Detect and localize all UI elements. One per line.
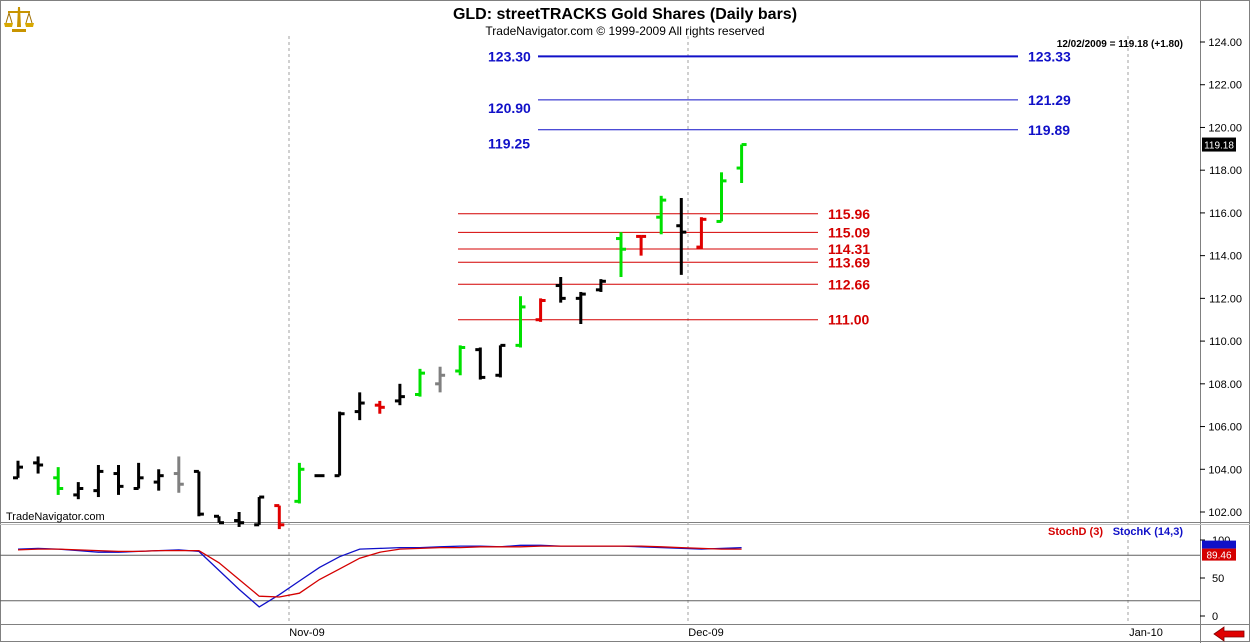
ohlc-bar (515, 296, 526, 348)
ohlc-bar (415, 368, 425, 397)
last-price-tag-label: 119.18 (1204, 141, 1234, 152)
ohlc-bar (535, 298, 546, 322)
ohlc-bar (656, 195, 667, 235)
scroll-left-arrow-icon[interactable] (1212, 626, 1246, 642)
ohlc-bar (716, 172, 727, 223)
price-tick-label: 106.00 (1208, 422, 1242, 434)
price-tick-label: 102.00 (1208, 507, 1242, 519)
last-price-tag (1202, 137, 1236, 152)
ohlc-bar (254, 495, 265, 527)
ohlc-bar (696, 217, 707, 250)
price-tick-label: 122.00 (1208, 80, 1242, 92)
price-level-label: 113.69 (828, 254, 870, 270)
price-tick-label: 124.00 (1208, 37, 1242, 49)
ohlc-bar (555, 277, 566, 303)
ohlc-bar (435, 366, 446, 393)
stoch-tick-label: 50 (1212, 573, 1224, 585)
ohlc-bar (193, 469, 204, 517)
x-tick-label: Dec-09 (688, 627, 723, 639)
price-level-label: 112.66 (828, 276, 870, 292)
x-tick-label: Jan-10 (1129, 627, 1163, 639)
ohlc-bar (13, 460, 23, 480)
price-tick-label: 112.00 (1209, 293, 1242, 305)
ohlc-bar (354, 392, 365, 421)
stoch-k-tag (1202, 540, 1236, 549)
ohlc-bar (575, 291, 586, 324)
ohlc-bar (676, 197, 687, 275)
price-level-label: 121.29 (1028, 92, 1071, 108)
stoch-d-tag (1202, 548, 1236, 561)
ohlc-bar (214, 514, 224, 525)
stoch-tick-label: 0 (1212, 611, 1218, 623)
price-tick-label: 120.00 (1208, 122, 1242, 134)
ohlc-bar (73, 482, 84, 500)
ohlc-bar (616, 232, 626, 277)
ohlc-bar (294, 462, 305, 504)
price-level-label: 115.09 (828, 224, 870, 240)
stoch-last-value: 89.46 (1206, 551, 1231, 562)
price-level-label: 120.90 (488, 100, 531, 116)
price-level-label: 115.96 (828, 206, 870, 222)
price-tick-label: 110.00 (1209, 336, 1242, 348)
stoch-d-legend: StochD (3) (1048, 526, 1103, 538)
ohlc-bar (53, 467, 64, 495)
ohlc-bar (636, 234, 647, 256)
stoch-d-line (17, 545, 742, 598)
price-tick-label: 108.00 (1208, 379, 1242, 391)
ohlc-bar (93, 465, 104, 498)
ohlc-bar (495, 343, 506, 378)
price-level-label: 111.00 (828, 312, 869, 328)
chart-title: GLD: streetTRACKS Gold Shares (Daily bar… (453, 6, 797, 23)
ohlc-bar (234, 512, 245, 527)
price-level-label: 123.30 (488, 48, 531, 64)
ohlc-bar (334, 411, 345, 478)
ohlc-bar (455, 345, 466, 376)
ohlc-bar (374, 400, 385, 414)
ohlc-bar (736, 143, 747, 183)
price-tick-label: 104.00 (1208, 464, 1242, 476)
ohlc-bar (475, 347, 486, 380)
axis-layer: Nov-09 Dec-09 Jan-10 124.00 122.00 120.00 118.… (289, 37, 1242, 639)
stochastic-panel (0, 544, 1200, 608)
ohlc-bar (153, 469, 164, 491)
ohlc-bar (394, 383, 405, 406)
price-level-label: 114.31 (828, 241, 870, 257)
grid-layer (288, 36, 1129, 624)
last-value-stamp: 12/02/2009 = 119.18 (+1.80) (1057, 39, 1183, 50)
x-tick-label: Nov-09 (289, 627, 324, 639)
stoch-k-legend: StochK (14,3) (1113, 526, 1184, 538)
ohlc-bar (595, 279, 606, 292)
price-tick-label: 118.00 (1209, 165, 1242, 177)
ohlc-bar (113, 465, 124, 495)
scales-logo-icon (4, 7, 34, 32)
price-tick-label: 116.00 (1209, 208, 1242, 220)
price-tick-label: 114.00 (1209, 251, 1242, 263)
ohlc-bar (173, 456, 184, 493)
ohlc-bar (133, 462, 144, 490)
price-bars (13, 143, 747, 530)
watermark-text: TradeNavigator.com (6, 511, 105, 523)
price-level-label: 119.89 (1028, 122, 1070, 138)
price-level-label: 123.33 (1028, 48, 1071, 64)
ohlc-bar (274, 504, 285, 530)
level-layer: 123.30 123.33 120.90 121.29 119.89 119.25 115.… (458, 48, 1071, 328)
copyright-text: TradeNavigator.com © 1999-2009 All right… (485, 24, 764, 38)
stoch-k-line (17, 544, 742, 608)
ohlc-bar (33, 456, 44, 474)
price-level-label: 119.25 (488, 135, 530, 151)
